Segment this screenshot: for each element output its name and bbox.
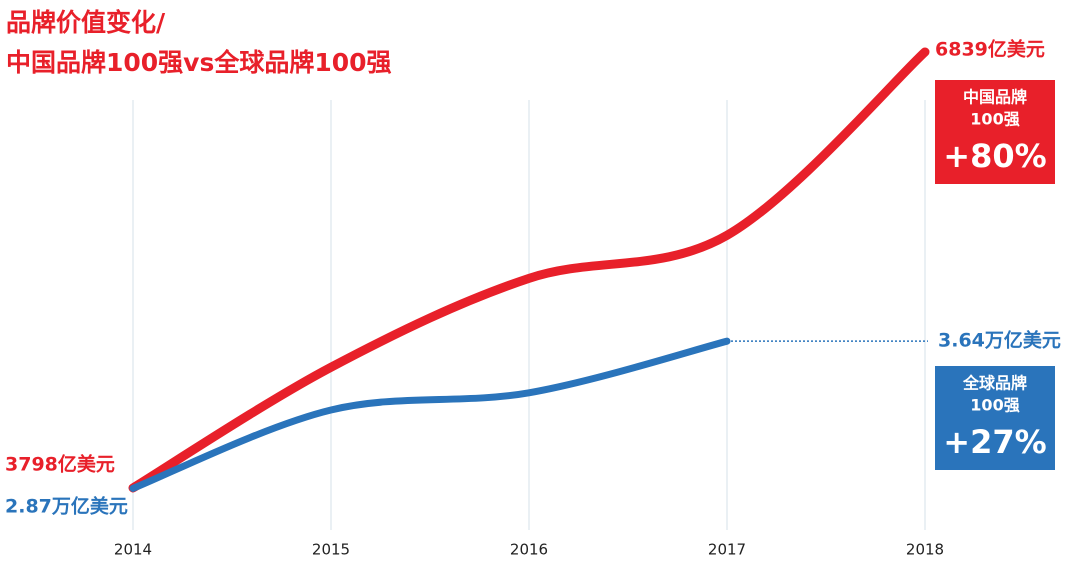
annotation-box bbox=[935, 366, 1055, 470]
value-label: 3.64万亿美元 bbox=[938, 329, 1061, 352]
annotation-change: +27% bbox=[943, 423, 1046, 461]
annotation-box bbox=[935, 80, 1055, 184]
x-tick-label: 2018 bbox=[906, 541, 944, 559]
annotation-change: +80% bbox=[943, 137, 1046, 175]
annotation-text: 100强 bbox=[970, 396, 1019, 415]
annotation-text: 100强 bbox=[970, 110, 1019, 129]
x-tick-label: 2015 bbox=[312, 541, 350, 559]
chart-title: 中国品牌100强vs全球品牌100强 bbox=[6, 48, 392, 77]
series-line bbox=[129, 337, 731, 492]
x-tick-label: 2014 bbox=[114, 541, 152, 559]
annotation-text: 全球品牌 bbox=[962, 374, 1027, 393]
chart-title: 品牌价值变化/ bbox=[6, 8, 166, 37]
annotation-text: 中国品牌 bbox=[963, 88, 1027, 107]
x-tick-label: 2016 bbox=[510, 541, 548, 559]
value-label: 2.87万亿美元 bbox=[5, 495, 128, 518]
series-line bbox=[128, 47, 930, 493]
x-tick-label: 2017 bbox=[708, 541, 746, 559]
value-label: 3798亿美元 bbox=[5, 453, 115, 476]
value-label: 6839亿美元 bbox=[935, 38, 1045, 61]
